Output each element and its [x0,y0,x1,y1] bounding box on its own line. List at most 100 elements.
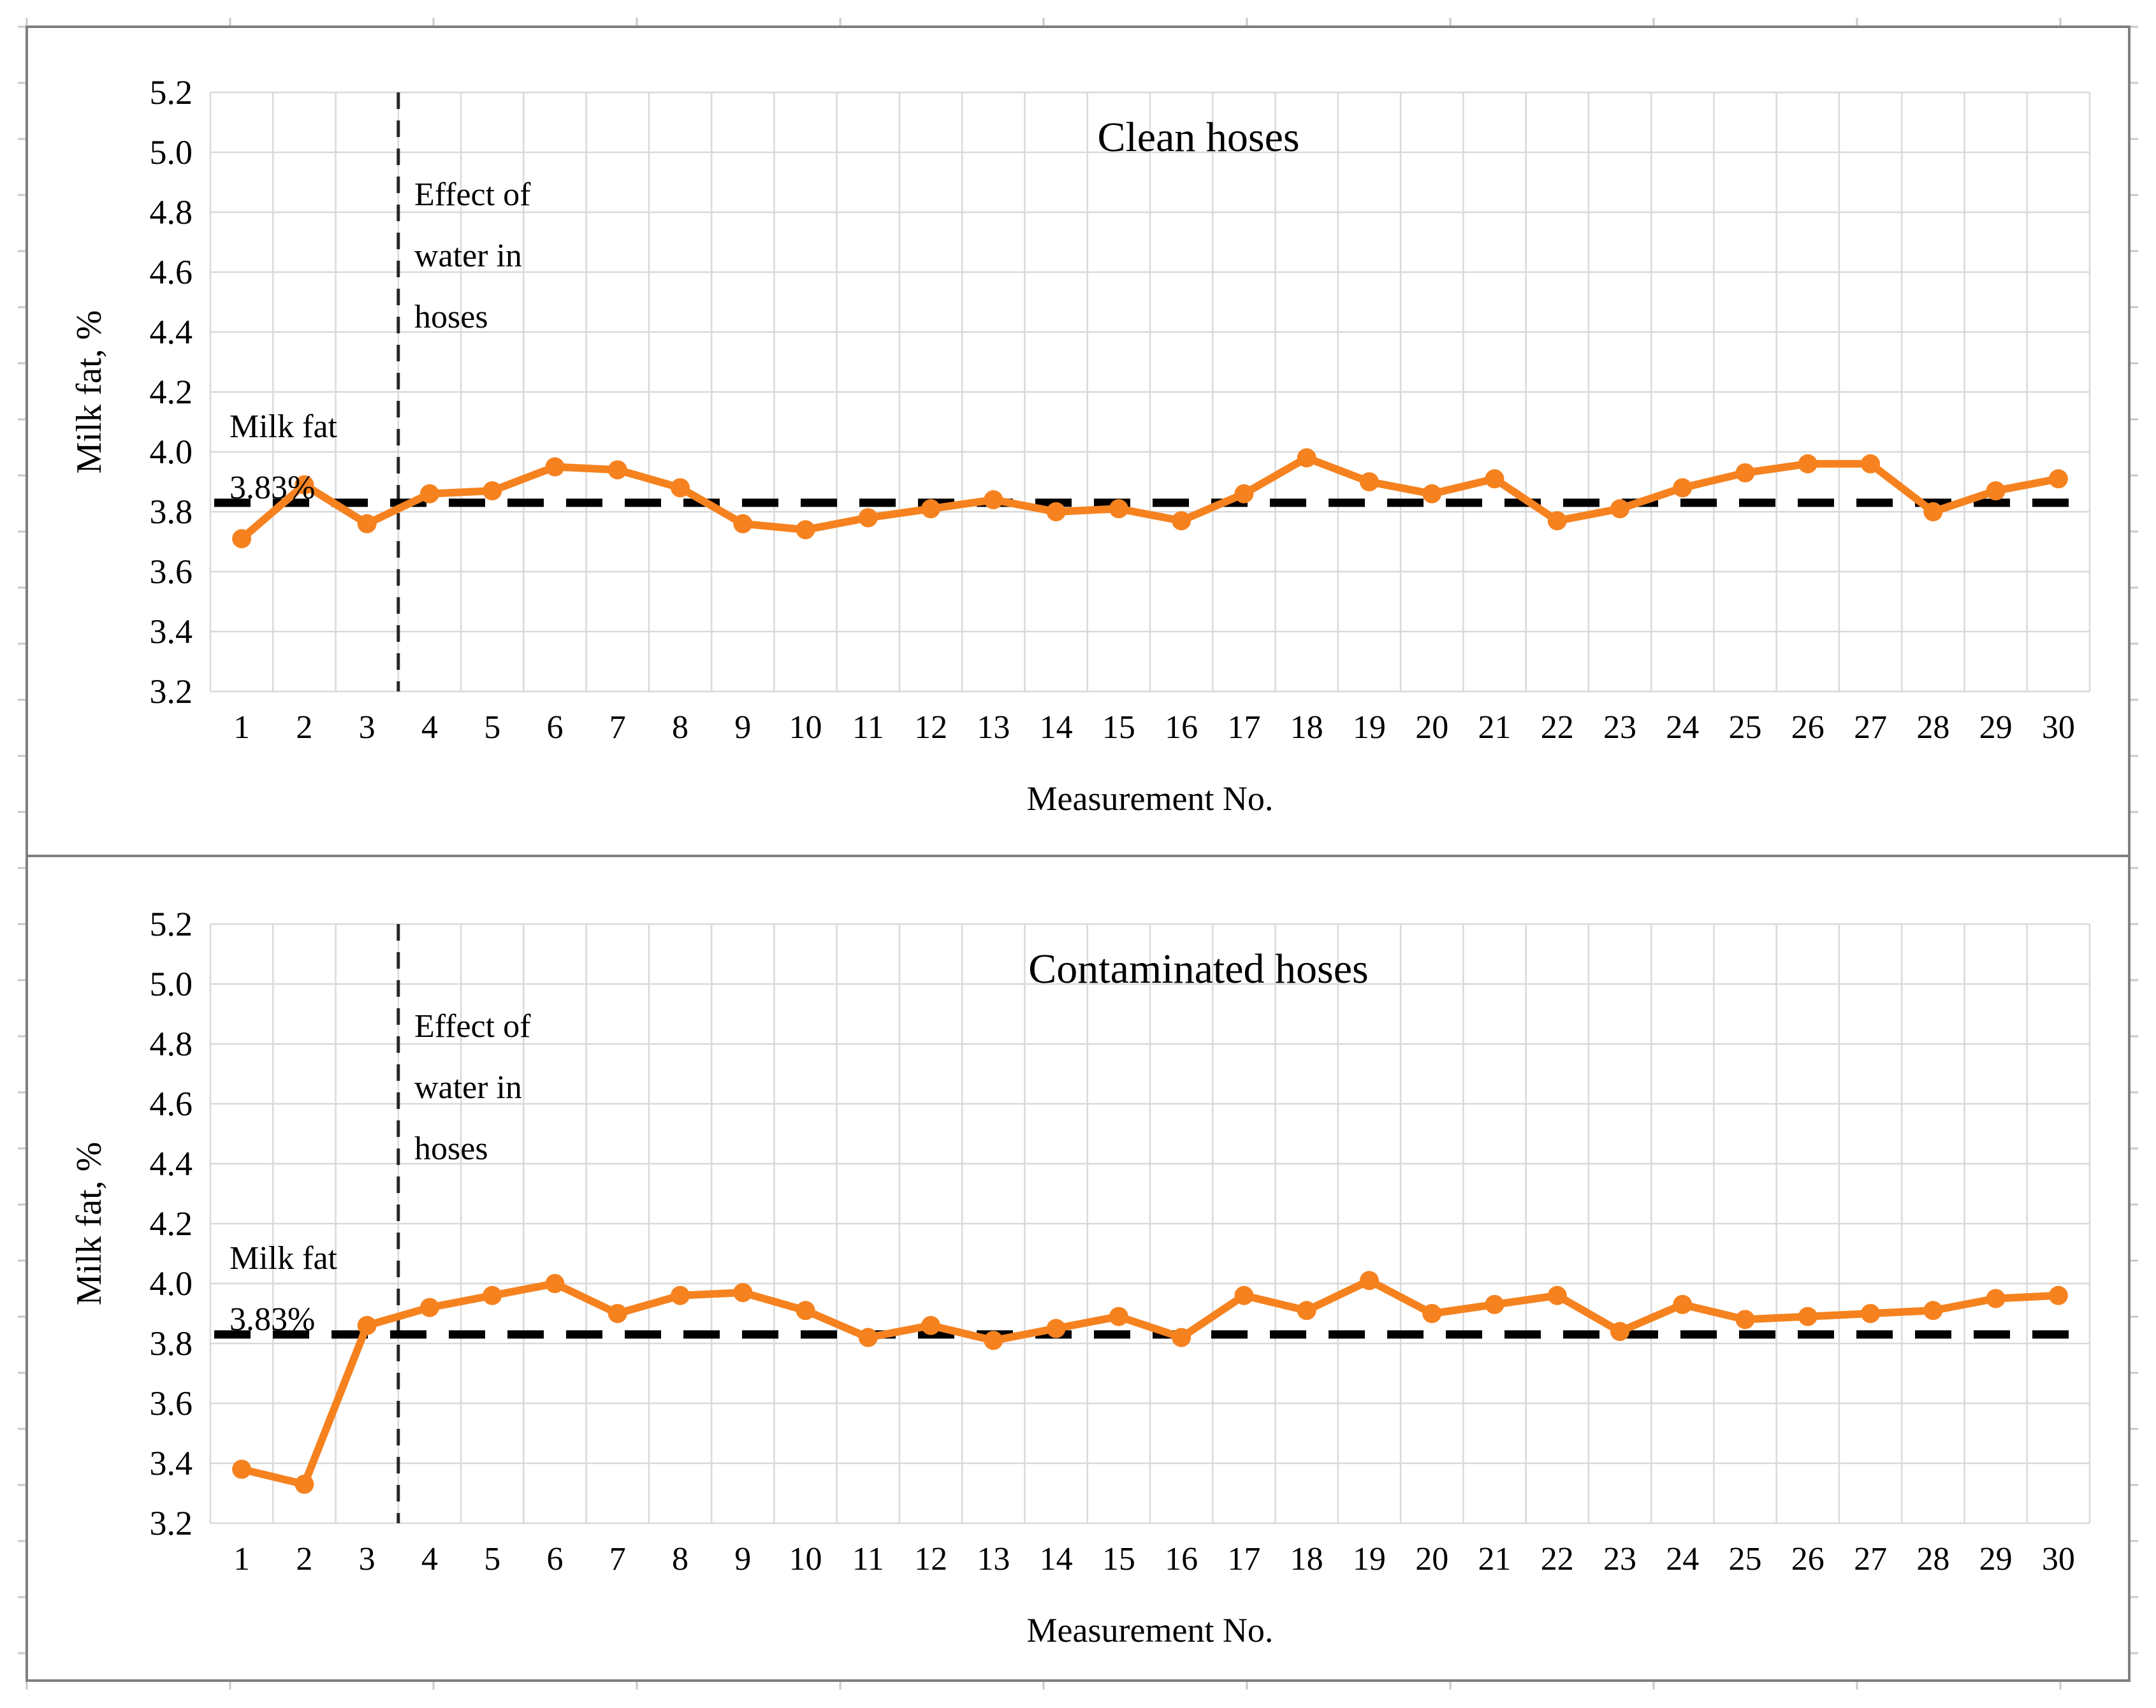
x-tick-label: 21 [1478,709,1511,746]
reference-annotation-bottom: Milk fat 3.83% [229,1228,337,1350]
y-tick-label: 4.4 [149,1145,193,1183]
x-tick-label: 22 [1540,1541,1574,1577]
x-tick-label: 12 [914,709,948,746]
y-tick-label: 3.8 [149,493,193,531]
x-tick-label: 11 [852,1541,884,1577]
x-tick-label: 2 [296,709,313,746]
x-tick-label: 14 [1039,709,1073,746]
event-annotation-line: Effect of [414,177,531,213]
x-tick-label: 28 [1916,709,1950,746]
x-tick-label: 20 [1415,709,1449,746]
x-tick-label: 5 [484,709,501,746]
x-tick-label: 29 [1979,709,2013,746]
event-annotation-line: water in [414,1069,522,1106]
event-annotation-line: hoses [414,299,488,335]
y-tick-label: 4.6 [149,1085,193,1123]
x-tick-label: 14 [1039,1541,1073,1577]
x-tick-label: 19 [1352,1541,1386,1577]
y-tick-label: 4.8 [149,1025,193,1063]
x-tick-label: 4 [421,709,438,746]
event-annotation-line: water in [414,238,522,274]
reference-annotation-line: 3.83% [229,470,316,506]
x-tick-label: 3 [358,709,375,746]
event-annotation-line: hoses [414,1131,488,1167]
y-tick-label: 4.8 [149,193,193,231]
x-tick-label: 9 [734,709,752,746]
x-tick-label: 30 [2041,1541,2075,1577]
x-tick-label: 17 [1227,1541,1261,1577]
event-annotation-top: Effect of water in hoses [414,164,530,348]
x-tick-label: 25 [1728,709,1762,746]
x-tick-label: 8 [672,709,688,746]
x-tick-label: 10 [789,1541,822,1577]
y-tick-label: 5.2 [149,905,193,943]
y-axis-title-bottom: Milk fat, % [69,1141,109,1306]
x-tick-label: 16 [1165,709,1198,746]
x-tick-label: 18 [1290,1541,1323,1577]
x-tick-label: 24 [1666,709,1700,746]
x-tick-label: 4 [421,1541,438,1577]
x-tick-label: 8 [672,1541,688,1577]
event-annotation-line: Effect of [414,1008,531,1045]
x-tick-label: 28 [1916,1541,1950,1577]
y-tick-label: 3.8 [149,1324,193,1363]
x-tick-label: 13 [977,1541,1010,1577]
x-tick-label: 27 [1854,709,1888,746]
reference-annotation-top: Milk fat 3.83% [229,396,337,519]
y-tick-label: 5.0 [149,133,193,171]
reference-annotation-line: Milk fat [229,409,337,445]
x-tick-label: 3 [358,1541,375,1577]
x-tick-label: 23 [1603,709,1636,746]
event-annotation-bottom: Effect of water in hoses [414,996,530,1180]
y-tick-label: 5.0 [149,965,193,1003]
x-tick-label: 7 [609,709,626,746]
y-tick-label: 5.2 [149,73,193,112]
reference-annotation-line: Milk fat [229,1240,337,1277]
x-tick-label: 6 [546,1541,564,1577]
y-tick-label: 3.4 [149,612,193,651]
y-tick-label: 4.0 [149,1264,193,1303]
chart-title-clean-hoses: Clean hoses [1097,114,1300,161]
x-tick-label: 26 [1791,709,1825,746]
x-tick-label: 11 [852,709,884,746]
y-axis-title-top: Milk fat, % [69,310,109,474]
x-tick-label: 27 [1854,1541,1888,1577]
x-tick-label: 23 [1603,1541,1636,1577]
x-tick-label: 10 [789,709,822,746]
x-tick-label: 29 [1979,1541,2013,1577]
x-tick-label: 13 [977,709,1010,746]
y-tick-label: 3.2 [149,1504,193,1542]
y-tick-label: 4.6 [149,253,193,291]
x-tick-label: 24 [1666,1541,1700,1577]
y-tick-label: 3.6 [149,553,193,591]
x-tick-label: 26 [1791,1541,1825,1577]
x-tick-label: 2 [296,1541,313,1577]
y-tick-label: 3.6 [149,1384,193,1422]
x-tick-label: 30 [2041,709,2075,746]
x-axis-title-bottom: Measurement No. [1026,1611,1274,1649]
x-tick-label: 9 [734,1541,752,1577]
x-tick-label: 1 [233,1541,251,1577]
x-tick-label: 16 [1165,1541,1198,1577]
x-tick-label: 25 [1728,1541,1762,1577]
x-tick-label: 15 [1102,1541,1135,1577]
y-tick-label: 4.4 [149,313,193,351]
y-tick-label: 3.4 [149,1444,193,1482]
x-tick-label: 15 [1102,709,1135,746]
x-axis-title-top: Measurement No. [1026,779,1274,818]
x-tick-label: 19 [1352,709,1386,746]
x-tick-label: 12 [914,1541,948,1577]
x-tick-label: 7 [609,1541,626,1577]
y-tick-label: 4.2 [149,373,193,411]
x-tick-label: 18 [1290,709,1323,746]
reference-annotation-line: 3.83% [229,1301,316,1338]
x-tick-label: 22 [1540,709,1574,746]
x-tick-label: 1 [233,709,251,746]
x-tick-label: 6 [546,709,564,746]
x-tick-label: 20 [1415,1541,1449,1577]
y-tick-label: 4.0 [149,433,193,471]
y-tick-label: 4.2 [149,1205,193,1243]
x-tick-label: 17 [1227,709,1261,746]
